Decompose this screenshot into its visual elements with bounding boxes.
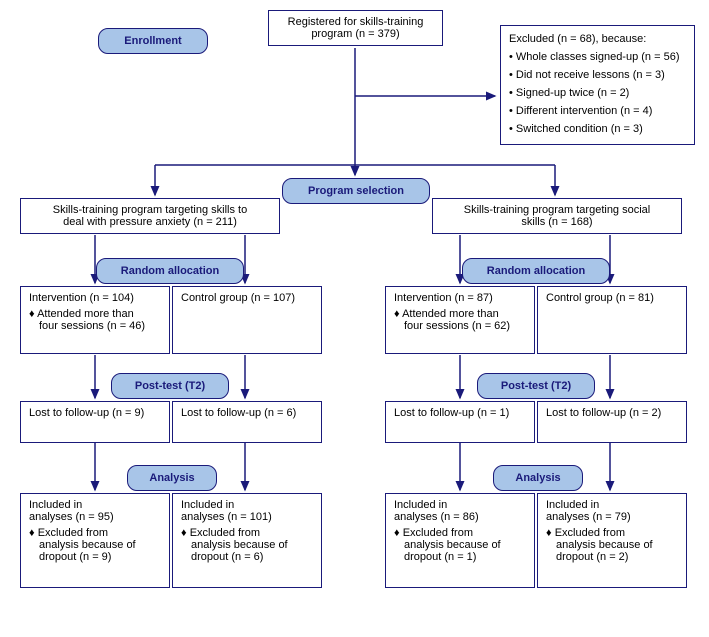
text: ♦ Attended more than [394, 308, 526, 320]
text: Lost to follow-up (n = 9) [29, 407, 161, 419]
excluded-item: • Different intervention (n = 4) [509, 103, 686, 120]
left-int-followup-box: Lost to follow-up (n = 9) [20, 401, 170, 443]
posttest-right-label: Post-test (T2) [477, 373, 595, 399]
text: analyses (n = 101) [181, 511, 313, 523]
right-control-box: Control group (n = 81) [537, 286, 687, 354]
left-program-box: Skills-training program targeting skills… [20, 198, 280, 234]
right-int-followup-box: Lost to follow-up (n = 1) [385, 401, 535, 443]
excluded-item: • Whole classes signed-up (n = 56) [509, 49, 686, 66]
text: Registered for skills-training [277, 16, 434, 28]
excluded-box: Excluded (n = 68), because: • Whole clas… [500, 25, 695, 145]
enrollment-label: Enrollment [98, 28, 208, 54]
text: Skills-training program targeting skills… [29, 204, 271, 216]
right-ctrl-followup-box: Lost to follow-up (n = 2) [537, 401, 687, 443]
text: dropout (n = 6) [181, 551, 313, 563]
text: program (n = 379) [277, 28, 434, 40]
text: analysis because of [181, 539, 313, 551]
excluded-item: • Switched condition (n = 3) [509, 121, 686, 138]
text: Lost to follow-up (n = 2) [546, 407, 678, 419]
text: analysis because of [394, 539, 526, 551]
right-int-analysis-box: Included in analyses (n = 86) ♦ Excluded… [385, 493, 535, 588]
random-allocation-left-label: Random allocation [96, 258, 244, 284]
right-intervention-box: Intervention (n = 87) ♦ Attended more th… [385, 286, 535, 354]
text: analysis because of [29, 539, 161, 551]
excluded-header: Excluded (n = 68), because: [509, 31, 686, 48]
left-control-box: Control group (n = 107) [172, 286, 322, 354]
text: deal with pressure anxiety (n = 211) [29, 216, 271, 228]
excluded-item: • Did not receive lessons (n = 3) [509, 67, 686, 84]
text: ♦ Excluded from [181, 527, 313, 539]
text: dropout (n = 2) [546, 551, 678, 563]
left-intervention-box: Intervention (n = 104) ♦ Attended more t… [20, 286, 170, 354]
text: analyses (n = 79) [546, 511, 678, 523]
left-ctrl-analysis-box: Included in analyses (n = 101) ♦ Exclude… [172, 493, 322, 588]
right-ctrl-analysis-box: Included in analyses (n = 79) ♦ Excluded… [537, 493, 687, 588]
text: Intervention (n = 104) [29, 292, 161, 304]
text: ♦ Excluded from [394, 527, 526, 539]
text: skills (n = 168) [441, 216, 673, 228]
text: ♦ Attended more than [29, 308, 161, 320]
text: analyses (n = 95) [29, 511, 161, 523]
analysis-left-label: Analysis [127, 465, 217, 491]
registered-box: Registered for skills-training program (… [268, 10, 443, 46]
random-allocation-right-label: Random allocation [462, 258, 610, 284]
text: ♦ Excluded from [29, 527, 161, 539]
program-selection-label: Program selection [282, 178, 430, 204]
text: analysis because of [546, 539, 678, 551]
text: analyses (n = 86) [394, 511, 526, 523]
text: Lost to follow-up (n = 6) [181, 407, 313, 419]
text: Control group (n = 81) [546, 292, 678, 304]
right-program-box: Skills-training program targeting social… [432, 198, 682, 234]
text: Control group (n = 107) [181, 292, 313, 304]
analysis-right-label: Analysis [493, 465, 583, 491]
text: Lost to follow-up (n = 1) [394, 407, 526, 419]
text: Skills-training program targeting social [441, 204, 673, 216]
text: Intervention (n = 87) [394, 292, 526, 304]
left-int-analysis-box: Included in analyses (n = 95) ♦ Excluded… [20, 493, 170, 588]
text: Included in [394, 499, 526, 511]
text: Included in [181, 499, 313, 511]
text: dropout (n = 1) [394, 551, 526, 563]
text: four sessions (n = 62) [394, 320, 526, 332]
text: dropout (n = 9) [29, 551, 161, 563]
posttest-left-label: Post-test (T2) [111, 373, 229, 399]
text: Included in [546, 499, 678, 511]
text: ♦ Excluded from [546, 527, 678, 539]
left-ctrl-followup-box: Lost to follow-up (n = 6) [172, 401, 322, 443]
excluded-item: • Signed-up twice (n = 2) [509, 85, 686, 102]
text: Included in [29, 499, 161, 511]
text: four sessions (n = 46) [29, 320, 161, 332]
